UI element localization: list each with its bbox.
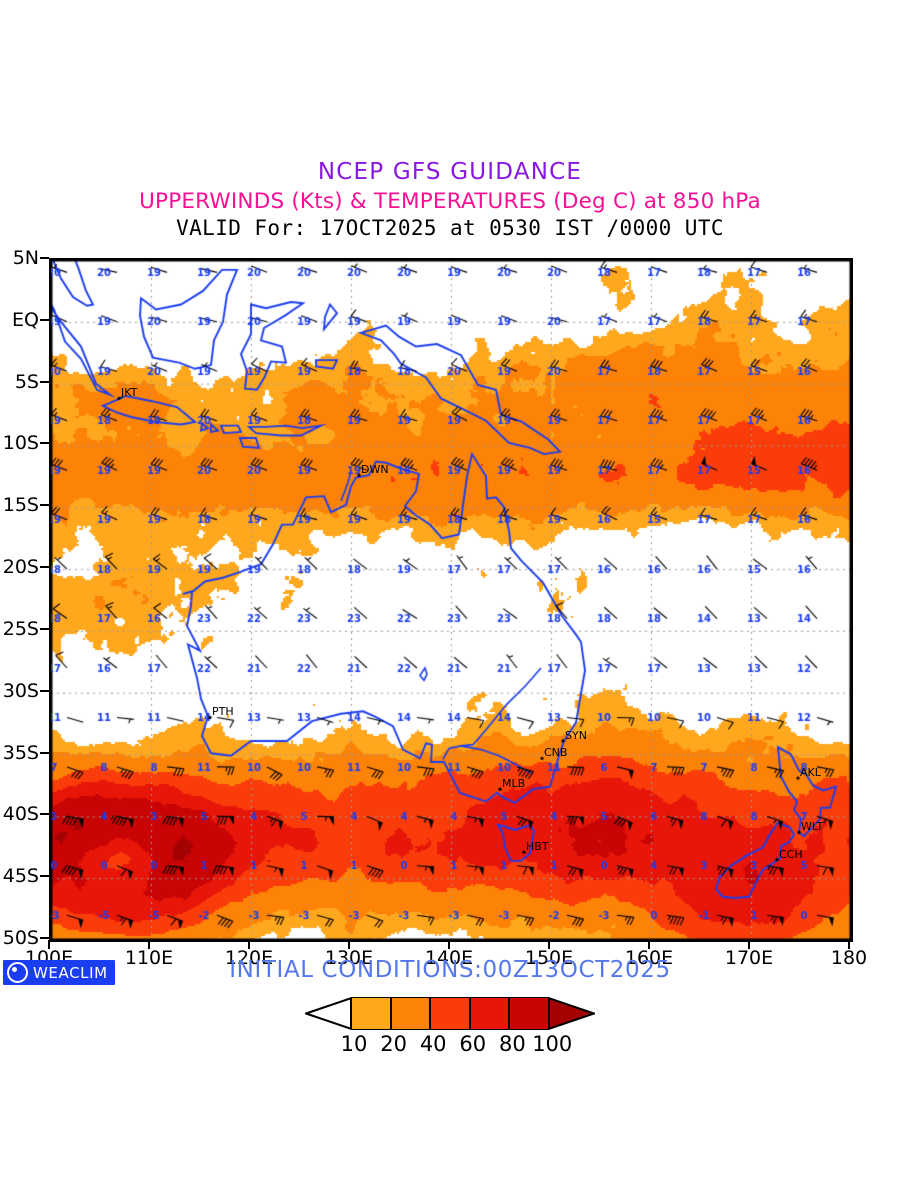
city-label-hbt: HBT xyxy=(526,840,549,854)
colorbar-cell xyxy=(351,997,391,1030)
lon-tick xyxy=(248,940,250,949)
weaclim-ring-icon xyxy=(7,962,28,983)
colorbar-low-arrow xyxy=(305,997,351,1030)
lat-tick xyxy=(40,442,49,445)
lat-tick xyxy=(40,875,49,878)
lat-tick-label: 5N xyxy=(12,247,39,269)
lat-tick-label: 25S xyxy=(2,617,39,640)
lon-tick xyxy=(548,940,550,949)
title-valid-time: VALID For: 17OCT2025 at 0530 IST /0000 U… xyxy=(176,215,724,240)
lat-tick xyxy=(40,813,49,816)
lat-tick xyxy=(40,257,49,259)
lat-tick-label: 15S xyxy=(2,494,39,517)
colorbar-tick-labels: 10 20 40 60 80 100 xyxy=(300,1032,600,1058)
colorbar-tick: 60 xyxy=(459,1032,487,1056)
lat-tick xyxy=(40,627,49,630)
lat-tick xyxy=(40,751,49,754)
lat-tick-label: 30S xyxy=(2,679,39,702)
colorbar-legend: 10 20 40 60 80 100 xyxy=(0,997,900,1058)
colorbar-cell xyxy=(509,997,549,1030)
city-label-jkt: JKT xyxy=(121,386,138,400)
city-label-syn: SYN xyxy=(565,728,587,742)
lon-tick-label: 120E xyxy=(224,947,274,969)
colorbar-cell xyxy=(469,997,510,1030)
city-label-akl: AKL xyxy=(800,766,821,780)
title-parameter: UPPERWINDS (Kts) & TEMPERATURES (Deg C) … xyxy=(139,188,761,214)
colorbar-tick: 40 xyxy=(419,1032,447,1056)
lon-tick xyxy=(748,940,750,949)
lat-tick xyxy=(40,380,49,383)
lon-tick-label: 160E xyxy=(624,947,674,969)
lat-tick xyxy=(40,689,49,692)
lon-tick xyxy=(148,940,150,949)
colorbar-tick: 100 xyxy=(532,1032,573,1056)
city-label-cch: CCH xyxy=(779,847,803,861)
weaclim-logo: WEACLIM xyxy=(3,960,115,985)
lat-tick xyxy=(40,318,49,321)
lat-tick-label: 50S xyxy=(2,927,39,949)
initial-conditions-text: INITIAL CONDITIONS:00Z13OCT2025 xyxy=(229,957,671,983)
lon-tick xyxy=(48,940,50,949)
colorbar-cell xyxy=(390,997,431,1030)
colorbar-tick: 80 xyxy=(499,1032,526,1056)
lat-tick-label: 45S xyxy=(2,865,39,888)
lat-tick-label: EQ xyxy=(12,308,39,331)
lon-tick xyxy=(348,940,350,949)
lon-tick-label: 140E xyxy=(424,947,474,969)
city-label-wlt: WLT xyxy=(801,820,824,834)
lat-tick-label: 5S xyxy=(14,370,39,393)
lon-tick-label: 170E xyxy=(724,947,774,969)
colorbar-high-arrow xyxy=(549,997,595,1030)
colorbar-cell xyxy=(430,997,470,1030)
lon-tick-label: 130E xyxy=(324,947,374,969)
colorbar-swatches xyxy=(305,997,595,1030)
lon-tick xyxy=(448,940,450,949)
colorbar-tick: 20 xyxy=(380,1032,407,1056)
lon-tick-label: 180 xyxy=(830,947,868,969)
lat-tick-label: 35S xyxy=(2,741,39,764)
city-label-dwn: DWN xyxy=(361,463,389,477)
weather-map[interactable]: JKT DWN PTH SYN CNB MLB HBT AKL WLT CCH xyxy=(49,258,853,942)
lon-tick-label: 110E xyxy=(124,947,174,969)
lat-tick-label: 40S xyxy=(2,803,39,826)
lat-tick-label: 10S xyxy=(2,432,39,455)
chart-title-block: NCEP GFS GUIDANCE UPPERWINDS (Kts) & TEM… xyxy=(0,159,900,240)
city-label-cnb: CNB xyxy=(544,746,568,760)
lon-tick xyxy=(848,940,850,949)
lat-tick-label: 20S xyxy=(2,556,39,579)
map-plot-canvas xyxy=(51,260,851,940)
city-label-pth: PTH xyxy=(212,705,234,719)
lat-tick xyxy=(40,504,49,507)
colorbar-tick: 10 xyxy=(340,1032,368,1056)
lat-tick xyxy=(40,937,49,939)
lon-tick xyxy=(648,940,650,949)
lon-tick-label: 150E xyxy=(524,947,574,969)
title-model: NCEP GFS GUIDANCE xyxy=(317,159,583,185)
lat-tick xyxy=(40,566,49,569)
city-label-mlb: MLB xyxy=(502,777,526,791)
weaclim-label: WEACLIM xyxy=(33,963,108,982)
